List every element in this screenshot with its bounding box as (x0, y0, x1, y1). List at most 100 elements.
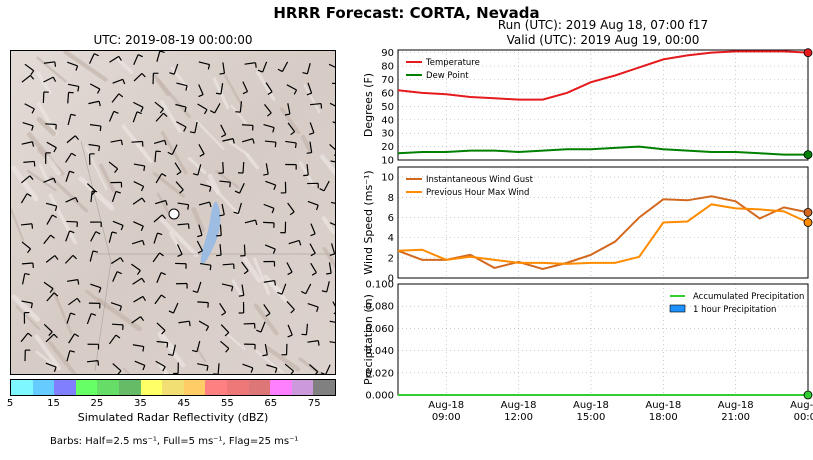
wind-barb-shaft (154, 294, 162, 305)
wind-barb-shaft (242, 363, 254, 369)
y-tick-label: 0.040 (365, 346, 394, 357)
wind-barb-shaft (198, 84, 204, 95)
wind-barb-shaft (172, 344, 176, 356)
wind-barb-shaft (154, 199, 166, 205)
wind-barb-shaft (176, 121, 187, 128)
wind-barb-shaft (155, 173, 163, 184)
wind-barb-shaft (133, 221, 144, 227)
colorbar-segment (162, 380, 184, 395)
wind-barb-shaft (330, 243, 335, 255)
wind-barb-flag (267, 91, 273, 96)
wind-barb-shaft (132, 344, 144, 348)
ridge (242, 256, 262, 283)
wind-barb-flag (50, 234, 55, 239)
wind-barb-shaft (242, 81, 249, 92)
wind-barb-flag (252, 138, 255, 144)
wind-barb-shaft (243, 244, 246, 256)
y-tick-label: 0 (388, 274, 394, 285)
wind-barb-shaft (220, 83, 224, 95)
ridge (187, 156, 207, 175)
wind-barb-shaft (175, 103, 187, 108)
y-axis-label: Precipitation (in) (362, 294, 375, 385)
wind-barb-shaft (200, 183, 212, 188)
ridge (11, 208, 25, 242)
wind-barb-shaft (112, 220, 124, 226)
wind-barb-shaft (265, 163, 269, 175)
wind-barb-shaft (221, 203, 225, 215)
wind-barb-shaft (46, 141, 57, 149)
ridge (230, 104, 248, 125)
wind-barb-flag (164, 140, 167, 146)
ridge (36, 71, 52, 95)
wind-barb-flag (69, 350, 75, 353)
ridge (157, 332, 186, 368)
wind-barb-shaft (198, 61, 210, 66)
wind-barb-flag (70, 113, 76, 117)
colorbar-tick-label: 5 (6, 398, 14, 409)
wind-barb-flag (199, 153, 205, 157)
wind-barb-flag (98, 101, 101, 107)
wind-barb-shaft (65, 196, 76, 203)
wind-barb-flag (30, 70, 35, 76)
wind-barb-shaft (21, 262, 33, 265)
wind-barb-flag (314, 371, 319, 374)
wind-barb-shaft (89, 124, 101, 127)
wind-barb-flag (69, 170, 75, 174)
wind-barb-shaft (305, 323, 309, 335)
wind-barb-shaft (329, 341, 335, 344)
ridge (158, 363, 170, 374)
wind-barb-shaft (330, 160, 335, 163)
wind-barb-shaft (67, 83, 79, 88)
wind-barb-shaft (241, 284, 245, 296)
wind-barb-flag (72, 254, 77, 260)
wind-barb-flag (272, 248, 276, 254)
wind-barb-flag (120, 257, 124, 263)
wind-barb-flag (159, 252, 164, 257)
wind-barb-shaft (132, 111, 138, 123)
series-line (397, 145, 808, 156)
wind-barb-flag (205, 326, 210, 332)
wind-barb-flag (142, 365, 146, 371)
wind-barb-flag (53, 292, 59, 297)
y-tick-label: 10 (381, 173, 394, 184)
wind-barb-flag (111, 231, 117, 234)
colorbar-segment (248, 380, 271, 395)
colorbar-segment (291, 380, 314, 395)
wind-barb-shaft (309, 364, 319, 373)
wind-barb-flag (177, 253, 183, 257)
wind-barbs (20, 51, 335, 374)
wind-barb-shaft (307, 82, 313, 94)
wind-barb-shaft (325, 364, 331, 374)
wind-barb-flag (115, 190, 121, 194)
wind-barb-shaft (222, 263, 234, 266)
colorbar-segment (183, 380, 206, 395)
x-tick-label: 09:00 (432, 412, 461, 423)
wind-barb-flag (29, 175, 34, 181)
wind-barb-flag (242, 91, 248, 95)
wind-barb-flag (219, 214, 225, 217)
ridge (265, 346, 301, 372)
wind-barb-flag (137, 54, 143, 58)
wind-barb-shaft (220, 324, 230, 333)
y-tick-label: 90 (381, 48, 394, 59)
wind-barb-flag (254, 219, 258, 226)
ridge (34, 334, 62, 371)
wind-barb-shaft (263, 203, 275, 209)
wind-barb-shaft (330, 201, 335, 204)
wind-barb-shaft (108, 111, 115, 122)
wind-barb-shaft (237, 202, 242, 214)
wind-barb-flag (157, 232, 163, 236)
wind-barb-flag (294, 142, 297, 148)
wind-barb-flag (53, 147, 57, 153)
wind-barb-shaft (67, 61, 78, 67)
wind-barb-flag (54, 255, 59, 260)
x-tick-label: Aug-18 (501, 400, 537, 411)
wind-barb-shaft (286, 262, 293, 273)
wind-barb-flag (329, 253, 335, 256)
ridge (224, 74, 244, 108)
wind-barb-flag (183, 126, 187, 132)
wind-barb-flag (140, 225, 144, 231)
wind-barb-shaft (64, 254, 74, 264)
endpoint-marker (803, 218, 813, 227)
